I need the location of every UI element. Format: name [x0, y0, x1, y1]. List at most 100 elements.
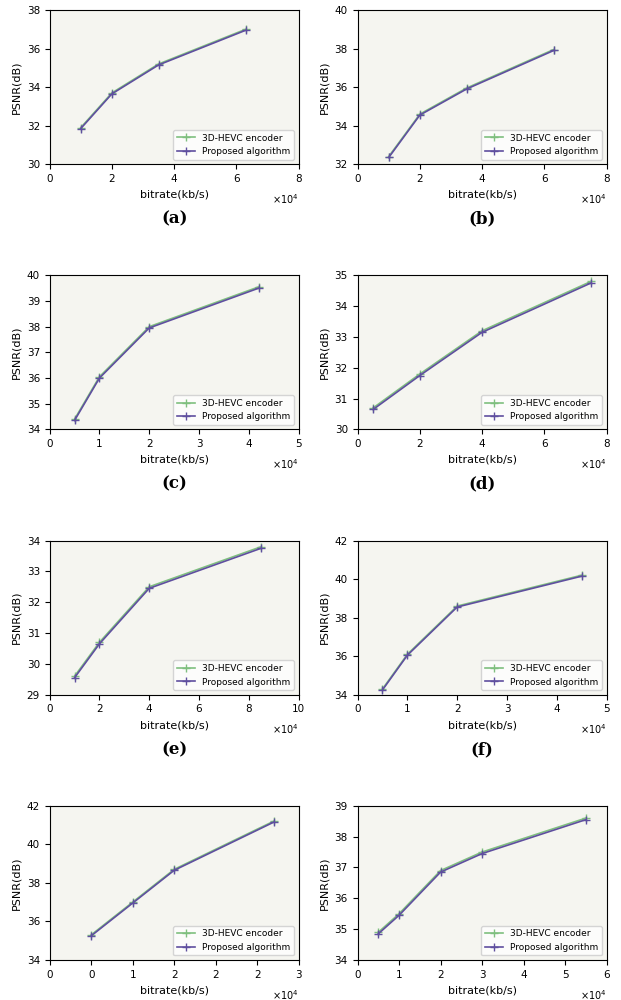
- 3D-HEVC encoder: [396, 908, 403, 920]
- Line: 3D-HEVC encoder: 3D-HEVC encoder: [374, 814, 590, 936]
- 3D-HEVC encoder: [587, 275, 595, 287]
- 3D-HEVC encoder: [77, 122, 84, 134]
- X-axis label: bitrate(kb/s): bitrate(kb/s): [140, 985, 209, 995]
- Legend: 3D-HEVC encoder, Proposed algorithm: 3D-HEVC encoder, Proposed algorithm: [481, 660, 602, 690]
- Proposed algorithm: [550, 44, 558, 56]
- 3D-HEVC encoder: [96, 636, 103, 648]
- 3D-HEVC encoder: [369, 402, 377, 414]
- Legend: 3D-HEVC encoder, Proposed algorithm: 3D-HEVC encoder, Proposed algorithm: [481, 395, 602, 425]
- X-axis label: bitrate(kb/s): bitrate(kb/s): [140, 190, 209, 200]
- Line: Proposed algorithm: Proposed algorithm: [384, 46, 558, 162]
- 3D-HEVC encoder: [170, 863, 178, 875]
- Proposed algorithm: [582, 814, 589, 826]
- 3D-HEVC encoder: [463, 82, 470, 94]
- Proposed algorithm: [145, 582, 153, 594]
- X-axis label: bitrate(kb/s): bitrate(kb/s): [448, 720, 517, 730]
- Line: Proposed algorithm: Proposed algorithm: [378, 572, 586, 694]
- Legend: 3D-HEVC encoder, Proposed algorithm: 3D-HEVC encoder, Proposed algorithm: [481, 130, 602, 160]
- Line: 3D-HEVC encoder: 3D-HEVC encoder: [378, 571, 586, 693]
- Line: Proposed algorithm: Proposed algorithm: [369, 279, 595, 414]
- Proposed algorithm: [478, 326, 486, 338]
- 3D-HEVC encoder: [379, 683, 386, 695]
- Line: 3D-HEVC encoder: 3D-HEVC encoder: [76, 25, 250, 132]
- 3D-HEVC encoder: [270, 815, 278, 827]
- Proposed algorithm: [587, 277, 595, 289]
- Text: $\times 10^4$: $\times 10^4$: [272, 457, 299, 471]
- Line: 3D-HEVC encoder: 3D-HEVC encoder: [384, 45, 558, 161]
- Proposed algorithm: [463, 83, 470, 95]
- Text: (d): (d): [468, 476, 496, 493]
- Proposed algorithm: [270, 816, 278, 828]
- Legend: 3D-HEVC encoder, Proposed algorithm: 3D-HEVC encoder, Proposed algorithm: [173, 395, 294, 425]
- Y-axis label: PSNR(dB): PSNR(dB): [11, 856, 21, 910]
- 3D-HEVC encoder: [145, 321, 153, 333]
- Line: Proposed algorithm: Proposed algorithm: [87, 818, 278, 940]
- Text: $\times 10^4$: $\times 10^4$: [580, 457, 607, 471]
- X-axis label: bitrate(kb/s): bitrate(kb/s): [140, 720, 209, 730]
- Y-axis label: PSNR(dB): PSNR(dB): [319, 856, 329, 910]
- Proposed algorithm: [96, 638, 103, 650]
- 3D-HEVC encoder: [578, 569, 586, 581]
- Line: 3D-HEVC encoder: 3D-HEVC encoder: [87, 817, 278, 939]
- 3D-HEVC encoder: [453, 600, 461, 612]
- 3D-HEVC encoder: [478, 325, 486, 337]
- Proposed algorithm: [77, 123, 84, 135]
- 3D-HEVC encoder: [374, 926, 382, 938]
- 3D-HEVC encoder: [437, 865, 444, 877]
- Proposed algorithm: [478, 848, 486, 860]
- Text: $\times 10^4$: $\times 10^4$: [272, 723, 299, 736]
- 3D-HEVC encoder: [71, 670, 78, 682]
- Line: Proposed algorithm: Proposed algorithm: [374, 815, 590, 938]
- Text: $\times 10^4$: $\times 10^4$: [272, 988, 299, 1000]
- Proposed algorithm: [385, 151, 392, 163]
- 3D-HEVC encoder: [416, 108, 424, 120]
- Proposed algorithm: [416, 109, 424, 121]
- 3D-HEVC encoder: [96, 371, 103, 383]
- 3D-HEVC encoder: [550, 44, 558, 56]
- Proposed algorithm: [369, 403, 377, 415]
- Proposed algorithm: [374, 928, 382, 940]
- 3D-HEVC encoder: [129, 896, 137, 908]
- X-axis label: bitrate(kb/s): bitrate(kb/s): [448, 985, 517, 995]
- Line: 3D-HEVC encoder: 3D-HEVC encoder: [70, 283, 263, 423]
- 3D-HEVC encoder: [88, 929, 95, 941]
- Line: Proposed algorithm: Proposed algorithm: [70, 284, 263, 425]
- Proposed algorithm: [258, 542, 265, 554]
- 3D-HEVC encoder: [155, 58, 162, 70]
- X-axis label: bitrate(kb/s): bitrate(kb/s): [448, 455, 517, 465]
- Proposed algorithm: [170, 864, 178, 876]
- Proposed algorithm: [71, 672, 78, 684]
- Text: $\times 10^4$: $\times 10^4$: [580, 988, 607, 1000]
- Text: $\times 10^4$: $\times 10^4$: [272, 192, 299, 206]
- Proposed algorithm: [379, 684, 386, 696]
- Text: (e): (e): [161, 741, 188, 758]
- Proposed algorithm: [96, 372, 103, 384]
- Proposed algorithm: [396, 909, 403, 921]
- Text: (a): (a): [161, 211, 188, 228]
- Proposed algorithm: [437, 866, 444, 878]
- Y-axis label: PSNR(dB): PSNR(dB): [11, 326, 21, 379]
- Text: $\times 10^4$: $\times 10^4$: [580, 192, 607, 206]
- Text: (b): (b): [468, 211, 496, 228]
- X-axis label: bitrate(kb/s): bitrate(kb/s): [140, 455, 209, 465]
- Proposed algorithm: [453, 601, 461, 613]
- 3D-HEVC encoder: [258, 541, 265, 553]
- 3D-HEVC encoder: [108, 87, 116, 99]
- Text: $\times 10^4$: $\times 10^4$: [580, 723, 607, 736]
- Proposed algorithm: [71, 414, 78, 426]
- 3D-HEVC encoder: [71, 413, 78, 425]
- Y-axis label: PSNR(dB): PSNR(dB): [319, 591, 329, 644]
- Legend: 3D-HEVC encoder, Proposed algorithm: 3D-HEVC encoder, Proposed algorithm: [481, 926, 602, 955]
- 3D-HEVC encoder: [145, 581, 153, 593]
- Legend: 3D-HEVC encoder, Proposed algorithm: 3D-HEVC encoder, Proposed algorithm: [173, 660, 294, 690]
- Proposed algorithm: [129, 897, 137, 909]
- 3D-HEVC encoder: [478, 846, 486, 858]
- Proposed algorithm: [416, 370, 424, 382]
- X-axis label: bitrate(kb/s): bitrate(kb/s): [448, 190, 517, 200]
- 3D-HEVC encoder: [582, 812, 589, 824]
- Line: Proposed algorithm: Proposed algorithm: [76, 26, 250, 133]
- 3D-HEVC encoder: [416, 368, 424, 380]
- Line: 3D-HEVC encoder: 3D-HEVC encoder: [70, 543, 265, 680]
- Proposed algorithm: [404, 649, 411, 661]
- 3D-HEVC encoder: [385, 151, 392, 163]
